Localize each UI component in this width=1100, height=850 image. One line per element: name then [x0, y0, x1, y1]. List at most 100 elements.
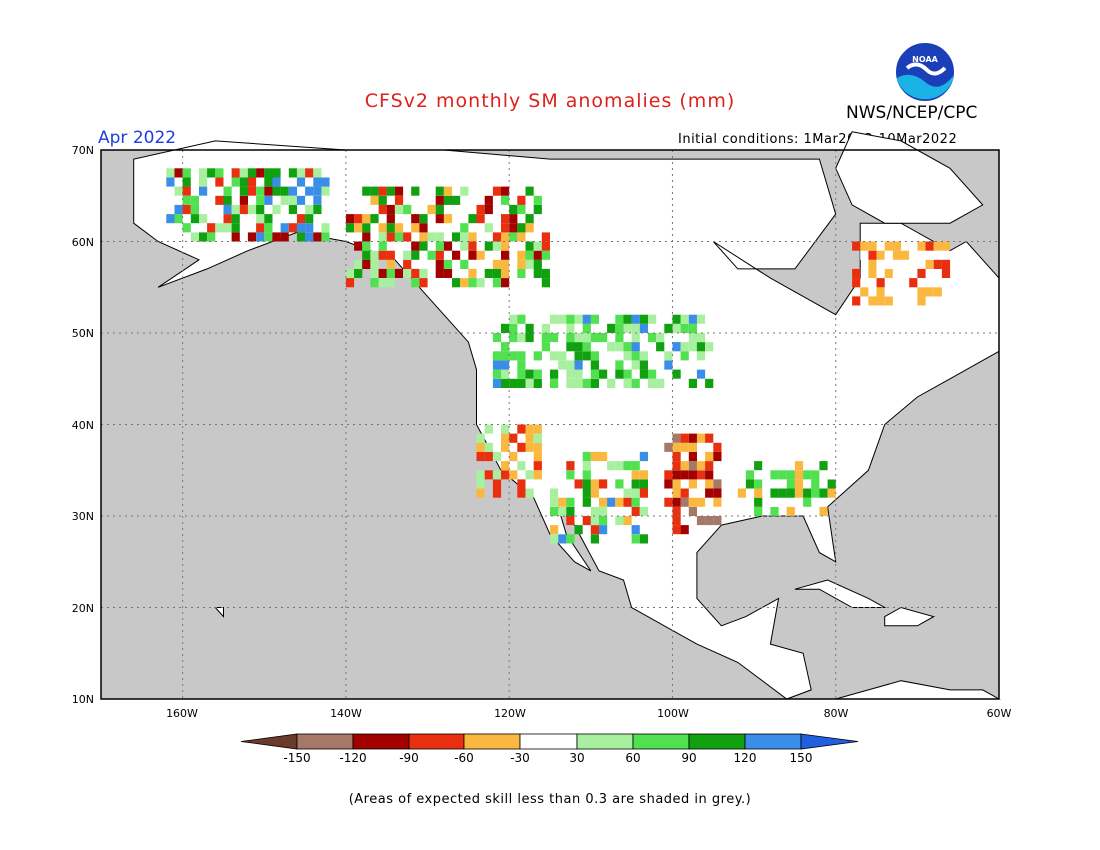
anomaly-cell — [566, 461, 575, 471]
anomaly-cell — [313, 204, 322, 215]
anomaly-cell — [672, 525, 681, 535]
anomaly-cell — [501, 360, 510, 370]
anomaly-cell — [460, 278, 469, 288]
anomaly-cell — [525, 424, 534, 434]
anomaly-cell — [443, 186, 453, 196]
anomaly-cell — [909, 250, 918, 260]
anomaly-cell — [199, 186, 208, 196]
anomaly-cell — [370, 195, 379, 205]
anomaly-cell — [745, 497, 755, 507]
anomaly-cell — [443, 214, 453, 224]
anomaly-cell — [672, 497, 681, 507]
anomaly-cell — [582, 333, 591, 343]
anomaly-cell — [517, 461, 526, 471]
anomaly-cell — [182, 204, 191, 215]
anomaly-cell — [680, 488, 689, 498]
anomaly-cell — [321, 223, 330, 233]
anomaly-cell — [247, 177, 257, 187]
anomaly-cell — [525, 186, 534, 196]
anomaly-cell — [264, 195, 273, 205]
anomaly-cell — [231, 168, 240, 178]
anomaly-cell — [786, 488, 795, 498]
anomaly-cell — [517, 204, 526, 215]
anomaly-cell — [370, 259, 379, 269]
anomaly-cell — [247, 204, 257, 215]
anomaly-cell — [492, 451, 502, 462]
anomaly-cell — [623, 516, 632, 526]
anomaly-cell — [639, 479, 648, 489]
anomaly-cell — [166, 177, 175, 187]
anomaly-cell — [394, 195, 404, 205]
anomaly-cell — [509, 204, 518, 215]
anomaly-cell — [460, 259, 469, 269]
anomaly-cell — [786, 479, 795, 489]
anomaly-cell — [533, 250, 542, 260]
anomaly-cell — [876, 259, 885, 269]
anomaly-cell — [378, 241, 387, 251]
anomaly-cell — [827, 488, 836, 498]
anomaly-cell — [345, 268, 355, 278]
anomaly-cell — [566, 506, 575, 516]
anomaly-cell — [411, 268, 420, 278]
anomaly-cell — [680, 497, 689, 507]
anomaly-cell — [435, 214, 444, 224]
anomaly-cell — [631, 314, 640, 324]
anomaly-cell — [452, 232, 461, 242]
anomaly-cell — [696, 314, 706, 324]
anomaly-cell — [941, 259, 951, 269]
anomaly-cell — [215, 223, 224, 233]
anomaly-cell — [378, 223, 387, 233]
anomaly-cell — [492, 186, 502, 196]
anomaly-cell — [288, 223, 297, 233]
anomaly-cell — [484, 470, 493, 480]
anomaly-cell — [501, 351, 510, 361]
anomaly-cell — [933, 241, 942, 251]
anomaly-cell — [770, 488, 779, 498]
anomaly-cell — [582, 516, 591, 526]
anomaly-cell — [705, 488, 714, 498]
anomaly-cell — [582, 479, 591, 489]
anomaly-cell — [305, 223, 314, 233]
anomaly-cell — [631, 497, 640, 507]
anomaly-cell — [672, 323, 681, 333]
anomaly-cell — [868, 259, 877, 269]
anomaly-cell — [525, 241, 534, 251]
anomaly-cell — [452, 250, 461, 260]
anomaly-cell — [754, 497, 763, 507]
anomaly-cell — [550, 378, 559, 388]
anomaly-cell — [541, 232, 550, 242]
anomaly-cell — [492, 268, 502, 278]
legend-tick: -150 — [283, 751, 310, 765]
anomaly-cell — [631, 323, 640, 333]
land-polygon — [214, 607, 224, 618]
anomaly-cell — [623, 488, 632, 498]
anomaly-cell — [239, 204, 248, 215]
anomaly-cell — [501, 223, 510, 233]
anomaly-cell — [623, 497, 632, 507]
anomaly-cell — [607, 342, 616, 352]
anomaly-cell — [819, 461, 828, 471]
anomaly-cell — [411, 278, 420, 288]
anomaly-cell — [623, 314, 632, 324]
anomaly-cell — [876, 287, 885, 297]
anomaly-cell — [819, 506, 828, 516]
anomaly-cell — [558, 534, 567, 544]
anomaly-cell — [590, 369, 599, 379]
anomaly-cell — [688, 442, 697, 452]
anomaly-cell — [623, 378, 632, 388]
lat-label: 40N — [72, 419, 94, 432]
anomaly-cell — [533, 461, 542, 471]
anomaly-cell — [403, 250, 412, 260]
anomaly-cell — [762, 479, 771, 489]
anomaly-cell — [615, 369, 624, 379]
anomaly-cell — [321, 177, 330, 187]
anomaly-cell — [533, 195, 542, 205]
anomaly-cell — [460, 232, 469, 242]
anomaly-cell — [419, 268, 428, 278]
anomaly-cell — [280, 223, 289, 233]
anomaly-cell — [296, 195, 306, 205]
anomaly-cell — [411, 241, 420, 251]
anomaly-cell — [941, 278, 951, 288]
anomaly-cell — [590, 351, 599, 361]
map-frame — [100, 149, 1000, 700]
